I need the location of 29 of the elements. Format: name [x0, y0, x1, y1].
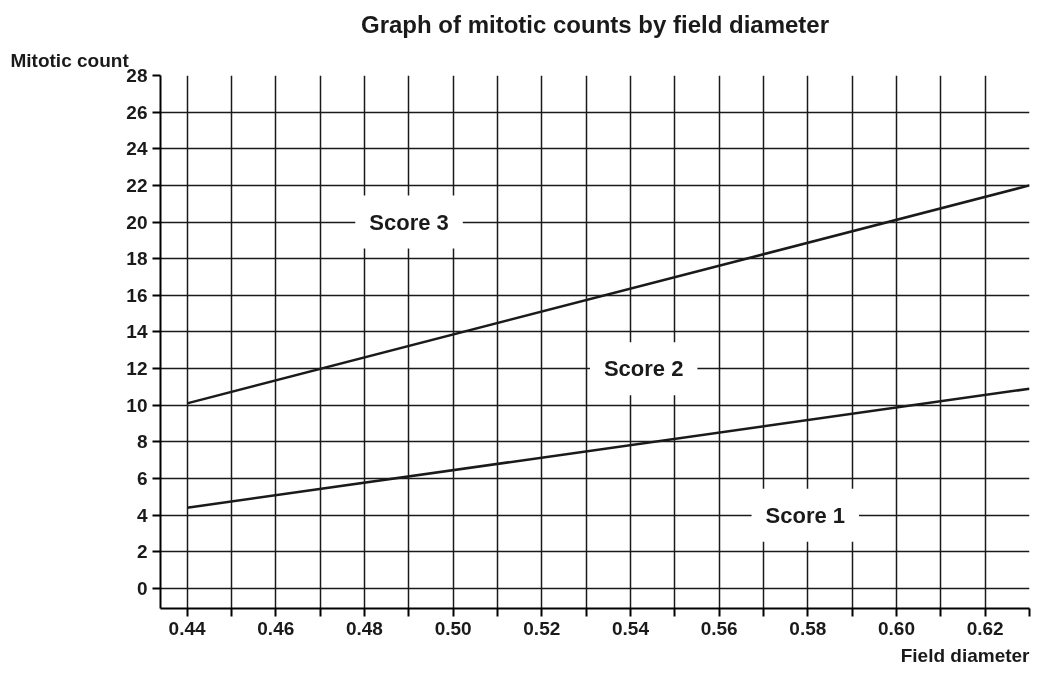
x-tick-label: 0.48 — [345, 617, 383, 639]
y-tick-label: 26 — [126, 101, 148, 123]
y-tick-label: 12 — [126, 358, 148, 380]
y-tick-label: 10 — [126, 394, 148, 416]
y-tick-label: 18 — [126, 248, 148, 270]
y-tick-label: 4 — [136, 504, 148, 526]
x-tick-label: 0.54 — [611, 617, 650, 639]
y-tick-label: 0 — [136, 577, 148, 599]
x-tick-label: 0.56 — [700, 617, 738, 639]
y-tick-label: 6 — [136, 467, 148, 489]
chart-title: Graph of mitotic counts by field diameter — [360, 10, 830, 38]
y-tick-label: 8 — [136, 431, 148, 453]
y-tick-label: 20 — [126, 211, 148, 233]
x-tick-label: 0.62 — [966, 617, 1004, 639]
text: 0.60 — [878, 617, 915, 639]
y-tick-label: 2 — [136, 541, 148, 563]
x-tick-label: 0.58 — [789, 617, 827, 639]
x-tick-label: 0.52 — [523, 617, 561, 639]
y-tick-label: 24 — [126, 138, 148, 160]
x-tick-label: 0.44 — [168, 617, 207, 639]
annotation: Score 1 — [765, 502, 846, 528]
x-tick-label: 0.46 — [257, 617, 295, 639]
y-tick-label: 22 — [126, 174, 148, 196]
y-tick-label: 14 — [126, 321, 148, 343]
annotation: Score 3 — [369, 209, 449, 235]
annotation: Score 2 — [603, 356, 684, 382]
text: 0.50 — [434, 617, 472, 639]
y-tick-label: 16 — [126, 284, 148, 306]
x-axis-title: Field diameter — [900, 644, 1031, 666]
